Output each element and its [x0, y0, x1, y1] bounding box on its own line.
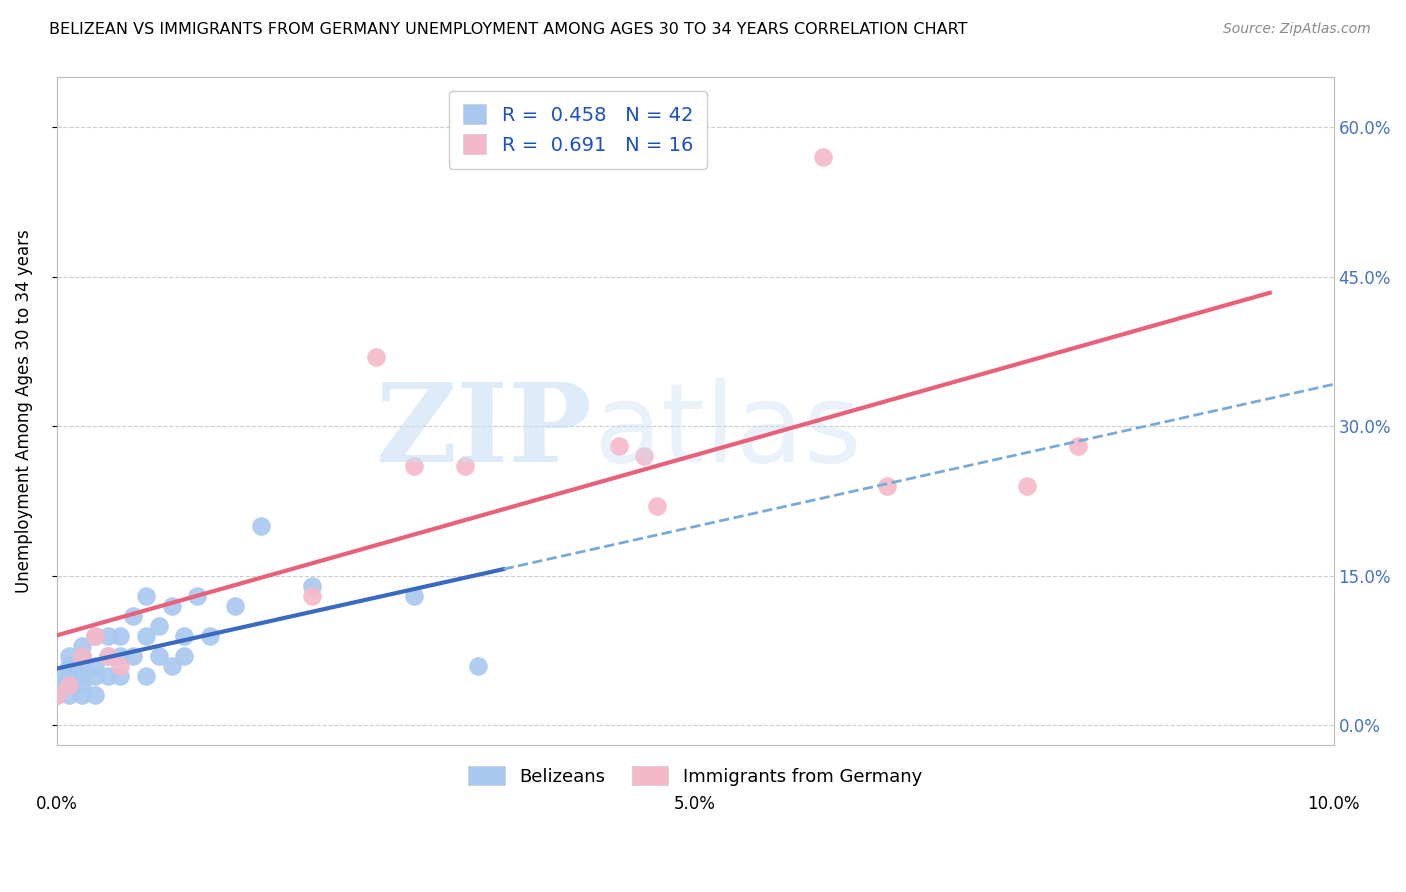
Point	[148, 618, 170, 632]
Point	[110, 658, 132, 673]
Point	[122, 608, 145, 623]
Text: 0.0%: 0.0%	[35, 795, 77, 814]
Point	[811, 150, 834, 164]
Point	[224, 599, 246, 613]
Point	[454, 459, 477, 474]
Point	[70, 668, 93, 682]
Point	[404, 459, 426, 474]
Text: Source: ZipAtlas.com: Source: ZipAtlas.com	[1223, 22, 1371, 37]
Point	[110, 629, 132, 643]
Point	[97, 668, 120, 682]
Point	[84, 658, 107, 673]
Text: atlas: atlas	[593, 378, 862, 485]
Point	[607, 439, 630, 453]
Point	[110, 648, 132, 663]
Point	[58, 678, 80, 692]
Legend: Belizeans, Immigrants from Germany: Belizeans, Immigrants from Germany	[457, 756, 932, 797]
Point	[45, 689, 67, 703]
Point	[84, 629, 107, 643]
Point	[1067, 439, 1090, 453]
Point	[58, 689, 80, 703]
Point	[633, 449, 655, 463]
Point	[84, 668, 107, 682]
Point	[467, 658, 489, 673]
Point	[45, 668, 67, 682]
Point	[58, 648, 80, 663]
Point	[122, 648, 145, 663]
Point	[135, 589, 157, 603]
Point	[1017, 479, 1039, 493]
Text: 10.0%: 10.0%	[1308, 795, 1360, 814]
Point	[110, 668, 132, 682]
Point	[186, 589, 208, 603]
Point	[250, 519, 273, 533]
Point	[58, 668, 80, 682]
Point	[135, 629, 157, 643]
Point	[97, 648, 120, 663]
Point	[70, 648, 93, 663]
Point	[135, 668, 157, 682]
Point	[198, 629, 221, 643]
Point	[97, 629, 120, 643]
Point	[70, 639, 93, 653]
Text: BELIZEAN VS IMMIGRANTS FROM GERMANY UNEMPLOYMENT AMONG AGES 30 TO 34 YEARS CORRE: BELIZEAN VS IMMIGRANTS FROM GERMANY UNEM…	[49, 22, 967, 37]
Point	[84, 629, 107, 643]
Point	[173, 629, 195, 643]
Point	[645, 499, 668, 513]
Point	[45, 678, 67, 692]
Point	[173, 648, 195, 663]
Point	[58, 678, 80, 692]
Point	[301, 589, 323, 603]
Point	[301, 579, 323, 593]
Point	[364, 350, 387, 364]
Point	[148, 648, 170, 663]
Point	[160, 599, 183, 613]
Point	[70, 678, 93, 692]
Point	[160, 658, 183, 673]
Point	[70, 658, 93, 673]
Point	[84, 689, 107, 703]
Point	[70, 689, 93, 703]
Text: ZIP: ZIP	[377, 378, 593, 485]
Point	[404, 589, 426, 603]
Point	[876, 479, 898, 493]
Point	[70, 648, 93, 663]
Point	[97, 648, 120, 663]
Point	[58, 658, 80, 673]
Y-axis label: Unemployment Among Ages 30 to 34 years: Unemployment Among Ages 30 to 34 years	[15, 229, 32, 593]
Point	[45, 689, 67, 703]
Text: 5.0%: 5.0%	[675, 795, 716, 814]
